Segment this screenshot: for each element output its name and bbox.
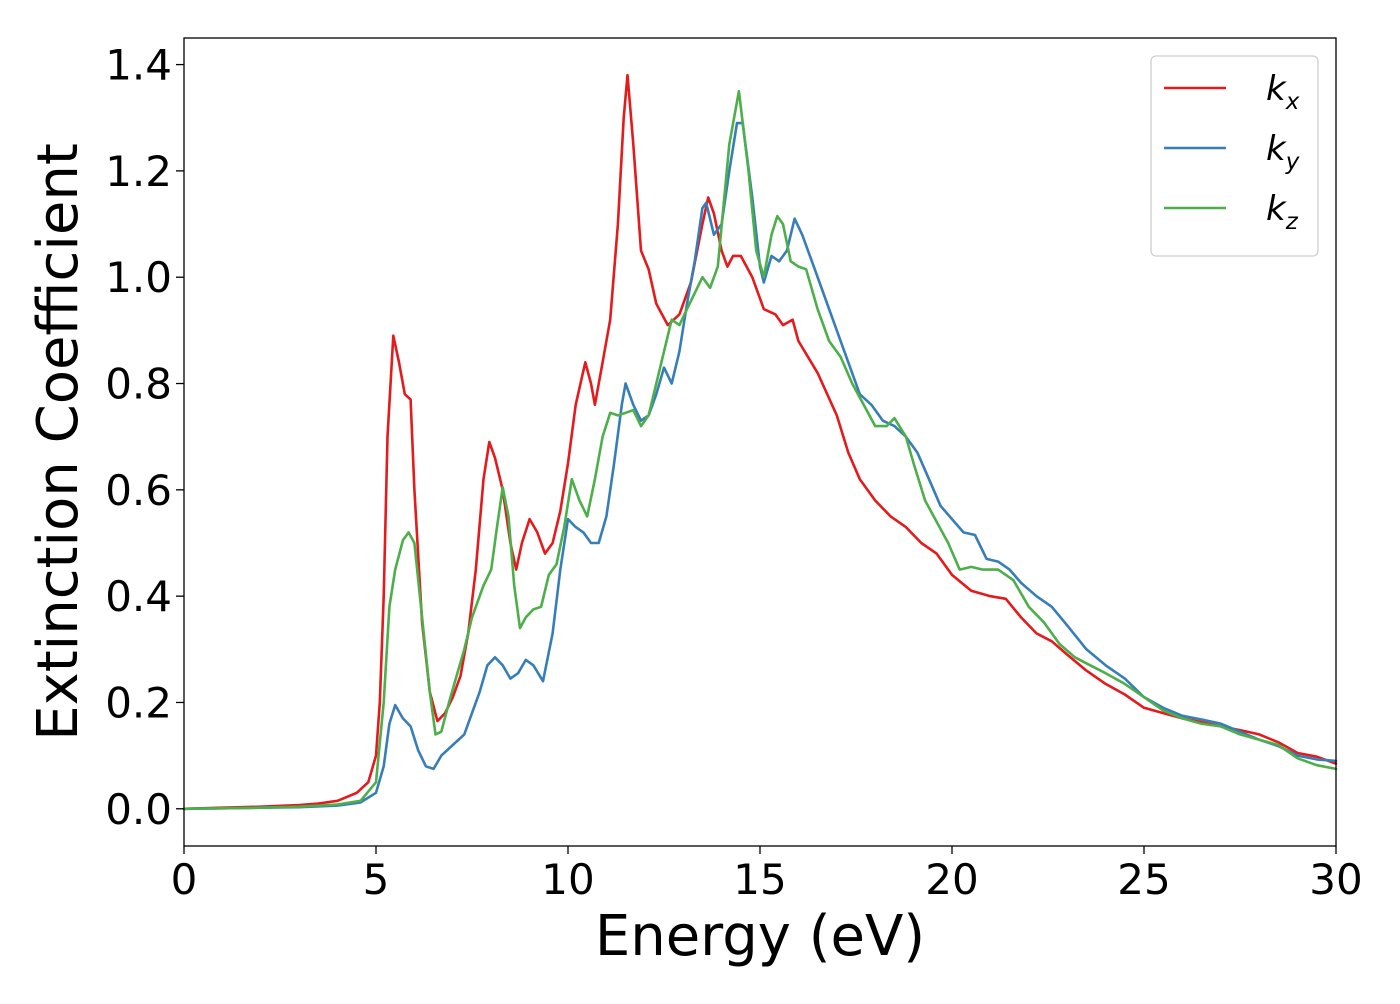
y-tick-label: 0.2 [105,678,172,727]
x-tick-label: 25 [1117,855,1170,904]
legend-label-x: kx [1266,69,1300,115]
series-layer [182,73,1338,811]
y-tick-label: 1.2 [105,147,172,196]
y-axis: 0.0 0.2 0.4 0.6 0.8 1.0 1.2 1.4 [105,41,184,834]
legend-label-y: ky [1266,129,1300,175]
y-tick-label: 0.8 [105,360,172,409]
y-tick-label: 0.4 [105,572,172,621]
y-axis-label: Extinction Coefficient [26,143,91,741]
series-line-y [182,121,1338,811]
legend-label-z: kz [1266,189,1299,235]
y-tick-label: 1.0 [105,253,172,302]
legend-box [1150,55,1319,257]
y-tick-label: 1.4 [105,41,172,90]
x-tick-label: 20 [925,855,978,904]
x-axis-label: Energy (eV) [595,904,925,969]
x-tick-label: 5 [363,855,390,904]
x-tick-label: 30 [1309,855,1362,904]
x-tick-label: 0 [171,855,198,904]
plot-background [184,38,1336,846]
y-tick-label: 0.0 [105,785,172,834]
legend: kx ky kz [1150,55,1319,257]
x-tick-label: 10 [541,855,594,904]
series-line-z [182,89,1338,811]
y-tick-label: 0.6 [105,466,172,515]
x-tick-label: 15 [733,855,786,904]
x-axis: 0 5 10 15 20 25 30 [171,846,1363,904]
series-line-x [182,73,1338,811]
